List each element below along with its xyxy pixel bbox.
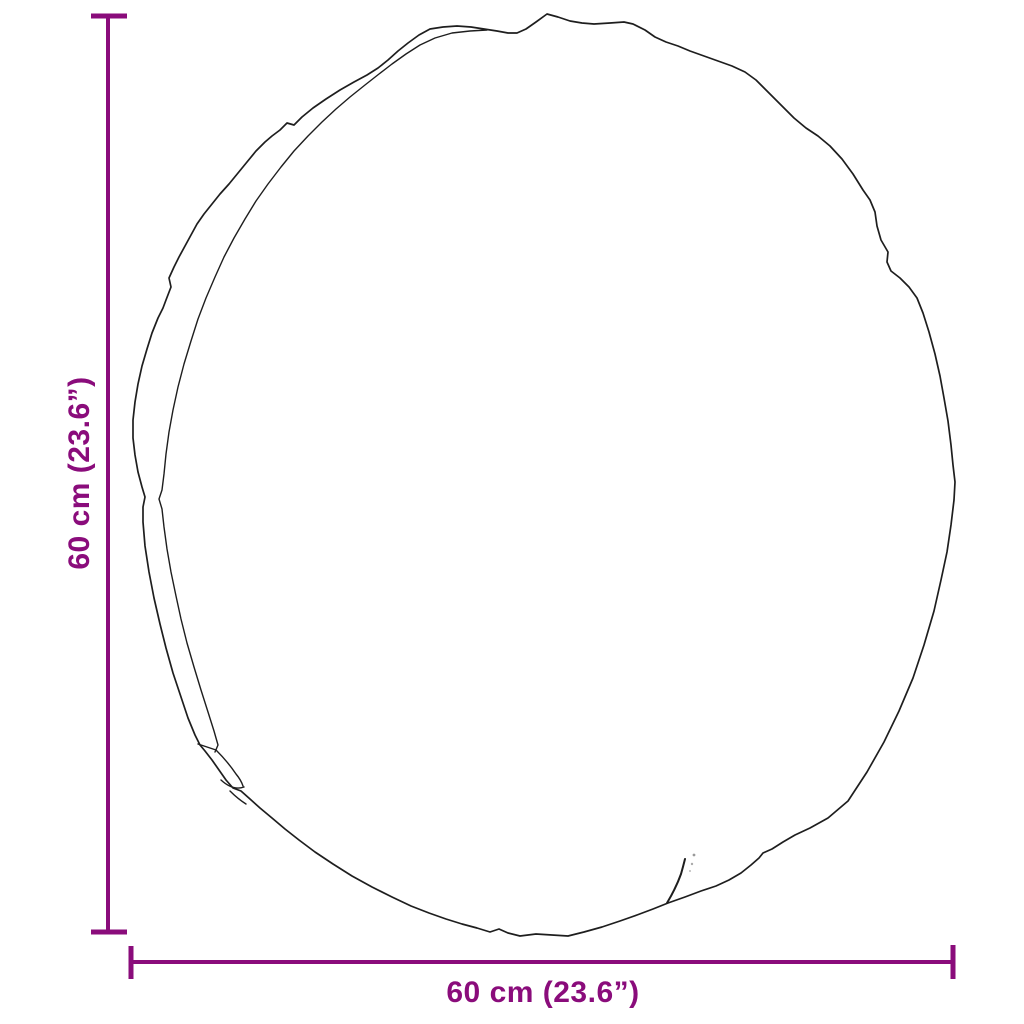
fold-detail [197, 743, 247, 805]
seam-mark [666, 858, 686, 904]
cushion-outer-contour [132, 13, 956, 937]
cushion-outline-group [132, 13, 956, 937]
dimension-lines [91, 13, 956, 979]
horizontal-dimension-label: 60 cm (23.6”) [446, 976, 640, 1009]
cushion-inner-contour [158, 29, 488, 753]
stitch-dots [689, 853, 696, 872]
vertical-dimension-label: 60 cm (23.6”) [63, 376, 96, 570]
